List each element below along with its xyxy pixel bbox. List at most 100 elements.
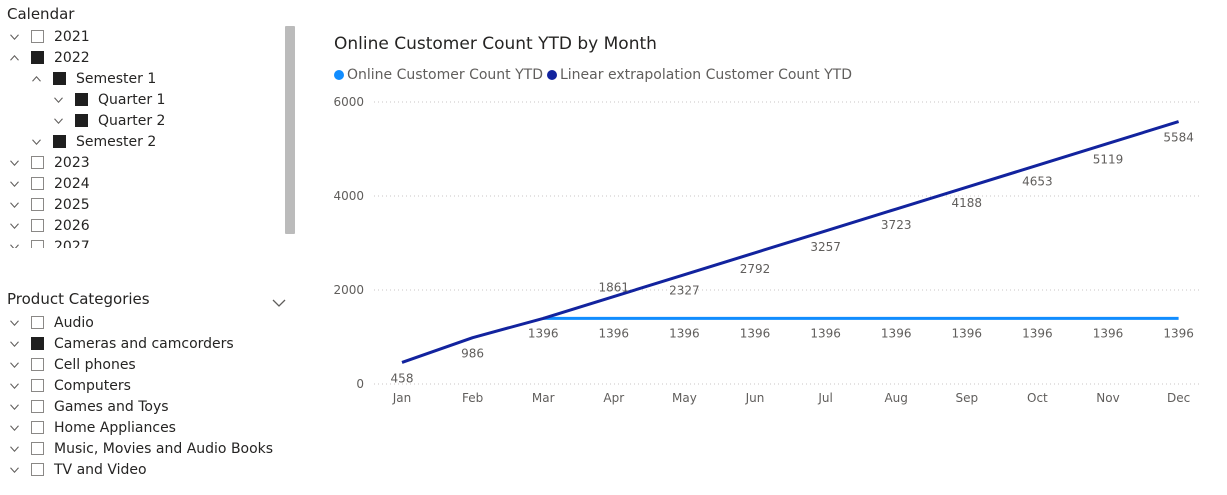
data-label: 3723 — [881, 218, 912, 232]
calendar-item-label: Semester 2 — [76, 133, 157, 150]
checkbox[interactable] — [31, 51, 44, 64]
chevron-down-icon[interactable] — [7, 358, 21, 372]
checkbox[interactable] — [31, 400, 44, 413]
x-tick-label: Jun — [745, 391, 765, 405]
chevron-down-icon[interactable] — [7, 400, 21, 414]
chevron-down-icon[interactable] — [7, 198, 21, 212]
checkbox[interactable] — [31, 30, 44, 43]
calendar-scrollbar[interactable] — [285, 26, 295, 234]
checkbox[interactable] — [31, 442, 44, 455]
checkbox[interactable] — [31, 316, 44, 329]
data-label: 1861 — [599, 281, 630, 295]
legend-dot-icon — [334, 70, 344, 80]
checkbox[interactable] — [53, 135, 66, 148]
chart-legend: Online Customer Count YTD Linear extrapol… — [334, 67, 856, 83]
y-tick-label: 0 — [356, 377, 364, 391]
checkbox[interactable] — [31, 358, 44, 371]
data-label: 5584 — [1163, 131, 1194, 145]
data-label: 986 — [461, 347, 484, 361]
legend-dot-icon — [546, 70, 557, 80]
product-category-item[interactable]: Computers — [7, 375, 131, 396]
product-category-item[interactable]: Home Appliances — [7, 417, 176, 438]
checkbox[interactable] — [31, 240, 44, 248]
product-category-item[interactable]: Cell phones — [7, 354, 136, 375]
chevron-down-icon[interactable] — [7, 337, 21, 351]
checkbox[interactable] — [31, 156, 44, 169]
product-categories-dropdown-icon[interactable] — [272, 293, 286, 307]
legend-item[interactable]: Linear extrapolation Customer Count YTD — [546, 67, 852, 83]
x-tick-label: Mar — [532, 391, 555, 405]
calendar-item[interactable]: Quarter 1 — [51, 89, 165, 110]
calendar-item[interactable]: 2026 — [7, 215, 90, 236]
product-category-item[interactable]: Games and Toys — [7, 396, 169, 417]
checkbox[interactable] — [75, 93, 88, 106]
calendar-item[interactable]: Semester 2 — [29, 131, 156, 152]
calendar-slicer-title: Calendar — [7, 5, 75, 23]
chevron-down-icon[interactable] — [7, 156, 21, 170]
chevron-down-icon[interactable] — [51, 114, 65, 128]
calendar-item[interactable]: 2027 — [7, 236, 90, 248]
checkbox[interactable] — [31, 463, 44, 476]
product-category-label: Home Appliances — [54, 419, 176, 436]
calendar-item[interactable]: 2021 — [7, 26, 90, 47]
line-chart: 0 2000 4000 6000 Jan Feb Mar Apr May Jun Jul Aug Sep… — [333, 95, 1200, 405]
checkbox[interactable] — [31, 337, 44, 350]
calendar-item[interactable]: 2025 — [7, 194, 90, 215]
data-label: 5119 — [1093, 152, 1124, 166]
data-label: 4188 — [952, 196, 983, 210]
calendar-item[interactable]: Quarter 2 — [51, 110, 165, 131]
data-label: 2327 — [669, 284, 700, 298]
checkbox[interactable] — [31, 421, 44, 434]
x-tick-label: Nov — [1096, 391, 1119, 405]
x-tick-label: Jul — [817, 391, 832, 405]
chevron-down-icon[interactable] — [7, 177, 21, 191]
product-category-label: Cameras and camcorders — [54, 335, 234, 352]
x-tick-label: Feb — [462, 391, 483, 405]
checkbox[interactable] — [53, 72, 66, 85]
calendar-item[interactable]: 2022 — [7, 47, 90, 68]
chevron-down-icon[interactable] — [7, 379, 21, 393]
calendar-item[interactable]: 2023 — [7, 152, 90, 173]
chevron-up-icon[interactable] — [7, 51, 21, 65]
y-tick-label: 6000 — [333, 95, 364, 109]
calendar-item-label: 2026 — [54, 217, 90, 234]
y-tick-label: 2000 — [333, 283, 364, 297]
chevron-down-icon[interactable] — [7, 219, 21, 233]
calendar-item[interactable]: Semester 1 — [29, 68, 156, 89]
checkbox[interactable] — [31, 198, 44, 211]
checkbox[interactable] — [31, 219, 44, 232]
product-category-label: Cell phones — [54, 356, 136, 373]
product-category-label: Computers — [54, 377, 131, 394]
chevron-down-icon[interactable] — [7, 30, 21, 44]
calendar-item-label: Quarter 1 — [98, 91, 166, 108]
product-category-item[interactable]: Cameras and camcorders — [7, 333, 234, 354]
checkbox[interactable] — [31, 379, 44, 392]
chevron-down-icon[interactable] — [7, 240, 21, 248]
product-category-item[interactable]: Music, Movies and Audio Books — [7, 438, 273, 459]
x-tick-label: May — [672, 391, 697, 405]
chevron-down-icon[interactable] — [29, 135, 43, 149]
chevron-up-icon[interactable] — [29, 72, 43, 86]
data-label: 3257 — [810, 240, 841, 254]
data-label: 1396 — [881, 326, 912, 340]
calendar-item[interactable]: 2024 — [7, 173, 90, 194]
product-category-label: Audio — [54, 314, 94, 331]
chevron-down-icon[interactable] — [7, 316, 21, 330]
product-category-item[interactable]: TV and Video — [7, 459, 147, 480]
x-tick-label: Apr — [603, 391, 624, 405]
x-tick-label: Oct — [1027, 391, 1048, 405]
chevron-down-icon[interactable] — [7, 442, 21, 456]
legend-item[interactable]: Online Customer Count YTD — [334, 67, 543, 83]
checkbox[interactable] — [75, 114, 88, 127]
chevron-down-icon[interactable] — [51, 93, 65, 107]
data-label: 1396 — [599, 326, 630, 340]
data-label: 1396 — [669, 326, 700, 340]
chevron-down-icon[interactable] — [7, 421, 21, 435]
product-category-item[interactable]: Audio — [7, 312, 94, 333]
calendar-tree: 2021 2022 Semester 1 Quarter 1 Quarter 2 Seme… — [0, 26, 280, 248]
product-categories-slicer-title: Product Categories — [7, 290, 150, 308]
chevron-down-icon[interactable] — [7, 463, 21, 477]
checkbox[interactable] — [31, 177, 44, 190]
data-label: 1396 — [810, 326, 841, 340]
product-category-label: Music, Movies and Audio Books — [54, 440, 274, 457]
